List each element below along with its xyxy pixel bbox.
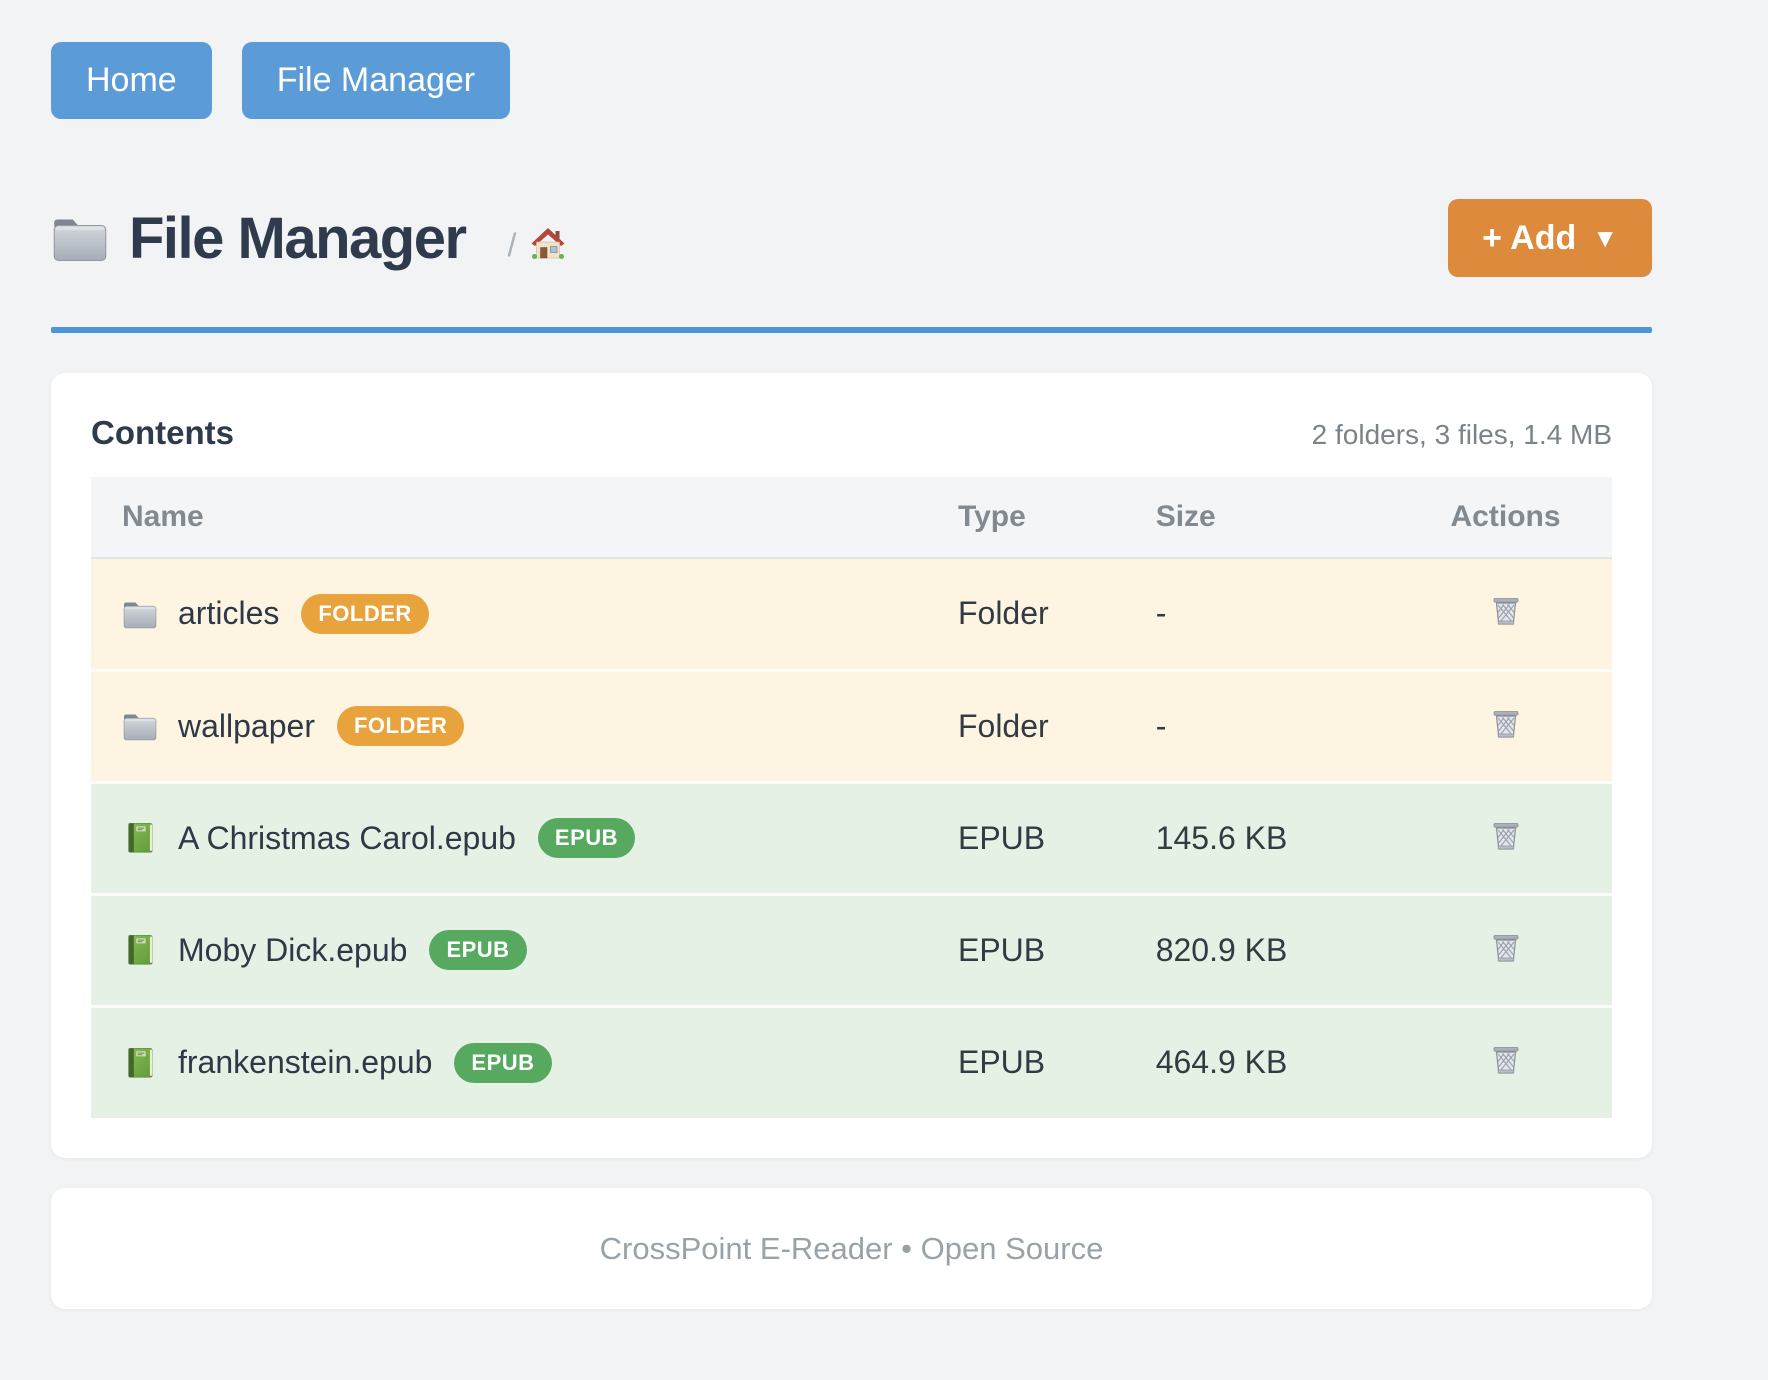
table-header-row: Name Type Size Actions xyxy=(91,477,1612,559)
folder-icon xyxy=(51,212,109,264)
file-name[interactable]: Moby Dick.epub xyxy=(178,931,408,968)
nav-file-manager-button[interactable]: File Manager xyxy=(241,42,511,119)
table-row[interactable]: wallpaper FOLDER Folder - xyxy=(91,670,1612,782)
delete-button[interactable] xyxy=(1487,929,1525,967)
contents-heading: Contents xyxy=(91,414,234,451)
trash-icon xyxy=(1492,822,1519,850)
file-type: EPUB xyxy=(957,931,1046,968)
table-row[interactable]: A Christmas Carol.epub EPUB EPUB 145.6 K… xyxy=(91,782,1612,894)
file-name[interactable]: A Christmas Carol.epub xyxy=(178,819,516,856)
type-badge: EPUB xyxy=(454,1042,552,1083)
footer-text: CrossPoint E-Reader • Open Source xyxy=(599,1230,1104,1266)
house-icon[interactable] xyxy=(530,226,566,260)
delete-button[interactable] xyxy=(1487,705,1525,743)
page-header: File Manager / + Add ▼ xyxy=(51,199,1652,277)
contents-card-header: Contents 2 folders, 3 files, 1.4 MB xyxy=(91,413,1612,453)
header-divider xyxy=(51,327,1652,333)
folder-icon xyxy=(122,597,158,631)
add-button[interactable]: + Add ▼ xyxy=(1448,199,1652,277)
file-type: EPUB xyxy=(957,1044,1046,1081)
file-name[interactable]: articles xyxy=(178,595,280,632)
trash-icon xyxy=(1492,598,1519,625)
folder-icon xyxy=(122,709,158,743)
type-badge: FOLDER xyxy=(336,706,465,746)
delete-button[interactable] xyxy=(1487,592,1525,630)
file-type: Folder xyxy=(957,707,1049,744)
file-size: 464.9 KB xyxy=(1155,1044,1288,1081)
caret-down-icon: ▼ xyxy=(1592,222,1618,253)
file-size: - xyxy=(1155,707,1167,744)
add-button-label: + Add xyxy=(1482,218,1577,257)
column-header-actions: Actions xyxy=(1399,477,1612,559)
column-header-size: Size xyxy=(1155,477,1400,559)
table-row[interactable]: frankenstein.epub EPUB EPUB 464.9 KB xyxy=(91,1006,1612,1118)
trash-icon xyxy=(1492,1047,1519,1074)
page-title: File Manager xyxy=(129,205,467,271)
file-table: Name Type Size Actions articles FOLDER F… xyxy=(91,477,1612,1118)
title-group: File Manager / xyxy=(51,205,566,272)
file-type: EPUB xyxy=(957,819,1046,856)
delete-button[interactable] xyxy=(1487,817,1525,855)
nav-buttons: Home File Manager xyxy=(51,0,1652,119)
footer: CrossPoint E-Reader • Open Source xyxy=(51,1188,1652,1309)
table-row[interactable]: Moby Dick.epub EPUB EPUB 820.9 KB xyxy=(91,894,1612,1006)
nav-home-button[interactable]: Home xyxy=(51,42,212,119)
type-badge: EPUB xyxy=(537,818,636,858)
column-header-name: Name xyxy=(91,477,958,559)
book-icon xyxy=(122,933,158,967)
column-header-type: Type xyxy=(957,477,1156,559)
page: Home File Manager File Manager / + Add ▼… xyxy=(51,0,1652,1309)
trash-icon xyxy=(1492,710,1519,738)
contents-card: Contents 2 folders, 3 files, 1.4 MB Name… xyxy=(51,373,1652,1158)
book-icon xyxy=(122,1046,158,1080)
file-size: 145.6 KB xyxy=(1155,819,1288,856)
trash-icon xyxy=(1492,934,1519,962)
type-badge: EPUB xyxy=(429,930,527,970)
breadcrumb-separator: / xyxy=(507,226,517,263)
book-icon xyxy=(122,821,158,855)
file-size: 820.9 KB xyxy=(1155,931,1288,968)
file-name[interactable]: frankenstein.epub xyxy=(178,1044,433,1081)
contents-summary: 2 folders, 3 files, 1.4 MB xyxy=(1311,419,1612,450)
file-size: - xyxy=(1155,595,1167,632)
table-row[interactable]: articles FOLDER Folder - xyxy=(91,558,1612,670)
type-badge: FOLDER xyxy=(301,593,429,634)
delete-button[interactable] xyxy=(1487,1041,1525,1079)
file-type: Folder xyxy=(957,595,1049,632)
file-name[interactable]: wallpaper xyxy=(178,707,315,744)
